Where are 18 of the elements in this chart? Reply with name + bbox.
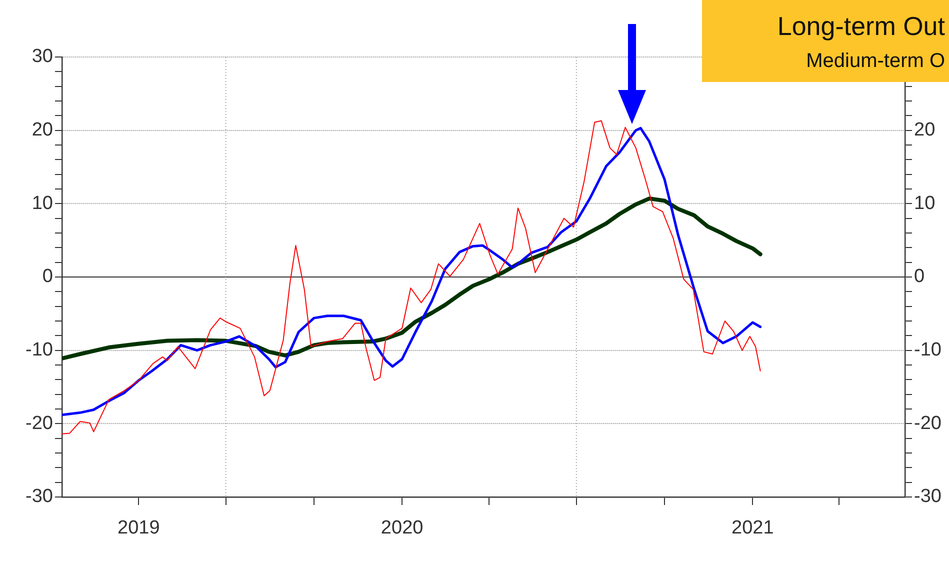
y-tick-label: -30 — [26, 486, 53, 508]
text: Long-term Out — [776, 10, 945, 43]
y2-tick-label: 0 — [914, 266, 925, 288]
x-tick-label: 2019 — [117, 518, 160, 539]
y2-tick-label: 20 — [914, 120, 936, 141]
x-tick-label: 2020 — [380, 518, 424, 539]
y-tick-label: 20 — [32, 120, 53, 141]
y2-tick-label: -20 — [914, 412, 942, 434]
y-tick-label: 0 — [42, 266, 53, 288]
y-tick-label: 30 — [32, 46, 53, 68]
y2-tick-label: -30 — [914, 486, 942, 508]
y2-tick-label: -10 — [914, 340, 942, 361]
y-tick-label: 10 — [32, 192, 53, 214]
y2-tick-label: 10 — [914, 192, 936, 214]
annotation: Medium-term O — [805, 49, 945, 74]
y-tick-label: -20 — [26, 412, 53, 434]
x-tick-label: 2021 — [732, 518, 774, 539]
y-tick-label: -10 — [26, 340, 53, 361]
